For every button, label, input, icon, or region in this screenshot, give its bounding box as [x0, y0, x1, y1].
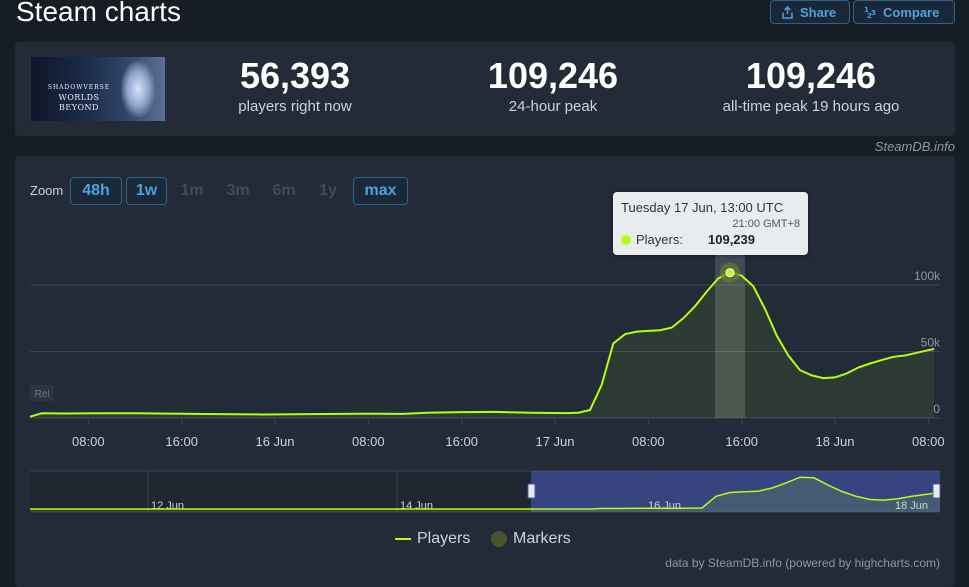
- stat-label: all-time peak 19 hours ago: [722, 98, 900, 115]
- stat-value: 109,246: [487, 55, 619, 96]
- svg-text:2: 2: [867, 12, 872, 19]
- share-label: Share: [800, 4, 837, 20]
- navigator-handle-right[interactable]: [932, 483, 941, 499]
- tooltip-local-time: 21:00 GMT+8: [732, 218, 800, 230]
- series-line-players: [29, 271, 935, 418]
- stat-all-time-peak: 109,246 all-time peak 19 hours ago: [691, 55, 931, 116]
- y-tick-label: 50k: [921, 336, 941, 350]
- rel-badge: Rel: [34, 389, 49, 400]
- game-logo: SHADOWVERSE WORLDS BEYOND: [37, 83, 121, 113]
- x-tick-label: 16:00: [445, 434, 478, 449]
- compare-label: Compare: [883, 4, 940, 20]
- share-icon: [781, 5, 794, 19]
- highcharts-credit[interactable]: data by SteamDB.info (powered by highcha…: [665, 556, 940, 570]
- y-tick-label: 0: [933, 402, 940, 416]
- legend-item-players[interactable]: Players: [395, 530, 470, 548]
- zoom-button-3m[interactable]: 3m: [226, 182, 250, 199]
- x-tick-label: 08:00: [72, 434, 105, 449]
- x-tick-label: 08:00: [632, 434, 665, 449]
- x-tick-label: 08:00: [352, 434, 385, 449]
- x-tick-label: 16:00: [165, 434, 198, 449]
- stat-players-now: 56,393 players right now: [175, 55, 415, 116]
- zoom-button-1y[interactable]: 1y: [319, 182, 337, 199]
- zoom-button-max[interactable]: max: [353, 177, 408, 205]
- navigator-handle-left[interactable]: [527, 483, 536, 499]
- navigator-line: [30, 476, 941, 510]
- series-area: [30, 272, 935, 418]
- chart-panel: Zoom 48h 1w 1m 3m 6m 1y max 0 50k 100k 08:00 16:00…: [15, 156, 955, 587]
- legend-item-markers[interactable]: Markers: [491, 530, 571, 548]
- stat-24h-peak: 109,246 24-hour peak: [433, 55, 673, 116]
- game-logo-line1: SHADOWVERSE: [47, 84, 111, 91]
- x-tick-label: 17 Jun: [535, 434, 574, 449]
- players-chart[interactable]: 0 50k 100k 08:00 16:00 16 Jun 08:00 16:00 17 Jun…: [15, 156, 955, 526]
- x-tick-label: 18 Jun: [815, 434, 854, 449]
- zoom-button-48h[interactable]: 48h: [70, 177, 122, 205]
- navigator-tick-label: 18 Jun: [895, 500, 928, 512]
- stat-label: players right now: [238, 98, 352, 115]
- steamdb-credit[interactable]: SteamDB.info: [874, 139, 955, 154]
- x-tick-label: 16:00: [725, 434, 758, 449]
- tooltip-value: 109,239: [708, 232, 755, 247]
- svg-text:1: 1: [864, 6, 869, 14]
- tooltip-series-dot: [621, 235, 631, 245]
- highlight-point: [725, 268, 735, 278]
- tooltip-series-name: Players:: [636, 232, 683, 247]
- x-tick-label: 16 Jun: [255, 434, 294, 449]
- svg-text:3: 3: [871, 9, 876, 17]
- stat-value: 109,246: [745, 55, 877, 96]
- page-title: Steam charts: [16, 0, 181, 27]
- game-capsule-image[interactable]: SHADOWVERSE WORLDS BEYOND: [31, 57, 165, 121]
- legend-dot-icon: [491, 531, 507, 547]
- share-button[interactable]: Share: [770, 0, 850, 24]
- navigator-area: [30, 477, 940, 512]
- zoom-label: Zoom: [30, 183, 64, 198]
- chart-tooltip: Tuesday 17 Jun, 13:00 UTC 21:00 GMT+8 Pl…: [613, 192, 808, 255]
- stats-panel: SHADOWVERSE WORLDS BEYOND 56,393 players…: [15, 42, 955, 136]
- tooltip-date: Tuesday 17 Jun, 13:00 UTC: [621, 200, 784, 215]
- zoom-button-6m[interactable]: 6m: [272, 182, 296, 199]
- zoom-button-1w[interactable]: 1w: [126, 177, 167, 205]
- zoom-button-1m[interactable]: 1m: [180, 182, 204, 199]
- legend-line-icon: [395, 538, 411, 540]
- stat-label: 24-hour peak: [508, 98, 598, 115]
- legend-label: Markers: [513, 530, 571, 547]
- rel-badge-bg: [30, 385, 54, 401]
- game-logo-line2: WORLDS BEYOND: [58, 93, 100, 112]
- x-tick-label: 08:00: [912, 434, 945, 449]
- y-tick-label: 100k: [914, 269, 941, 283]
- stat-value: 56,393: [239, 55, 351, 96]
- legend-label: Players: [417, 530, 471, 547]
